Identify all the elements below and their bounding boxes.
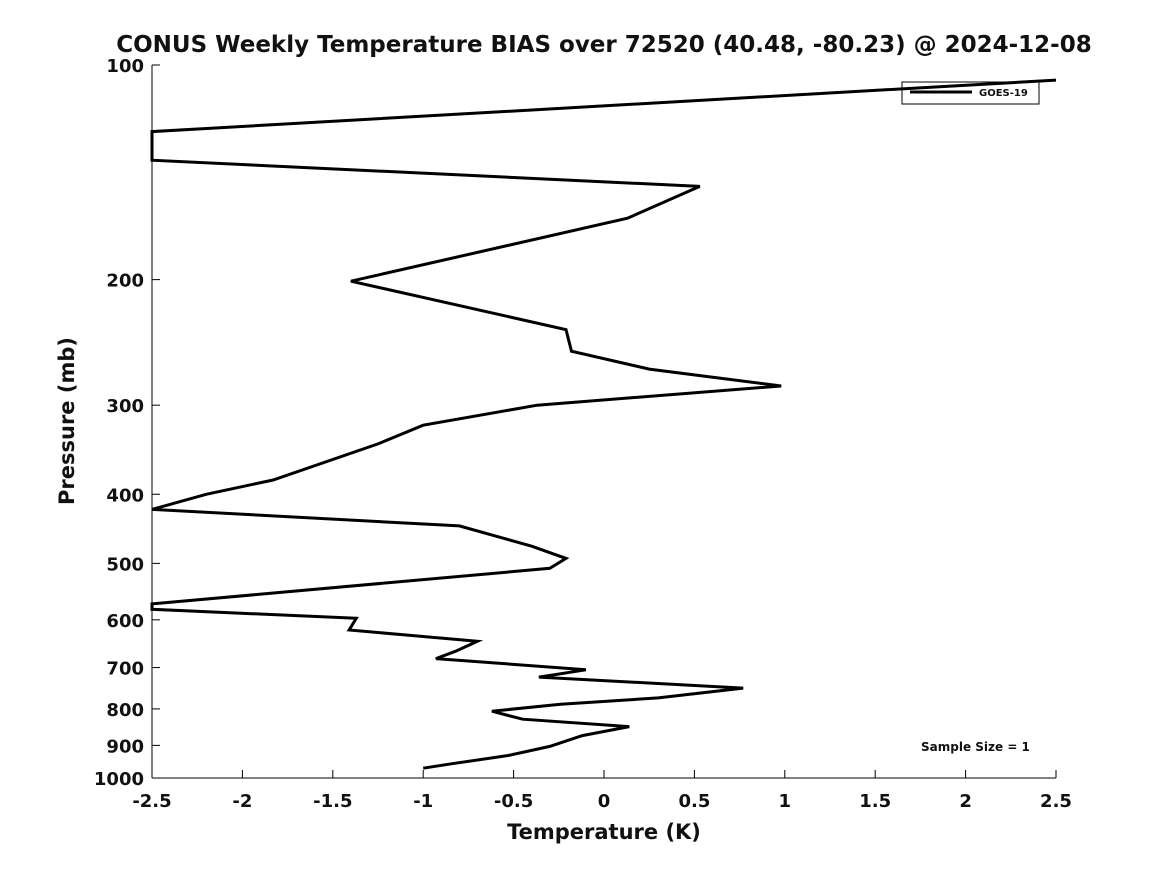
x-tick-label: -2.5	[132, 791, 171, 812]
x-axis-label: Temperature (K)	[507, 820, 701, 844]
x-tick-label: 2	[959, 791, 972, 812]
y-tick-label: 100	[106, 56, 144, 77]
series-layer	[150, 78, 1057, 770]
y-tick-label: 800	[106, 700, 144, 721]
y-tick-label: 400	[106, 485, 144, 506]
y-tick-label: 300	[106, 396, 144, 417]
legend-label: GOES-19	[979, 88, 1028, 99]
x-tick-label: 0	[598, 791, 611, 812]
y-tick-label: 200	[106, 271, 144, 292]
x-tick-label: -1	[413, 791, 433, 812]
axes-layer: -2.5 -2 -1.5 -1 -0.5 0 0.5 1 1.5 2 2.5 100 200 300 400…	[94, 56, 1072, 812]
x-tick-label: 1.5	[859, 791, 891, 812]
sample-size-annotation: Sample Size = 1	[921, 740, 1030, 754]
y-tick-label: 500	[106, 554, 144, 575]
x-tick-label: 0.5	[678, 791, 710, 812]
y-tick-label: 1000	[94, 769, 144, 790]
y-tick-label: 900	[106, 736, 144, 757]
x-tick-label: 2.5	[1040, 791, 1072, 812]
x-tick-label: -1.5	[313, 791, 352, 812]
x-tick-label: 1	[779, 791, 792, 812]
x-tick-label: -0.5	[494, 791, 533, 812]
chart-title: CONUS Weekly Temperature BIAS over 72520…	[116, 32, 1091, 58]
x-tick-label: -2	[232, 791, 252, 812]
y-axis-label: Pressure (mb)	[55, 337, 79, 505]
y-tick-label: 700	[106, 659, 144, 680]
series-line-goes-19	[150, 78, 1057, 770]
y-tick-label: 600	[106, 611, 144, 632]
